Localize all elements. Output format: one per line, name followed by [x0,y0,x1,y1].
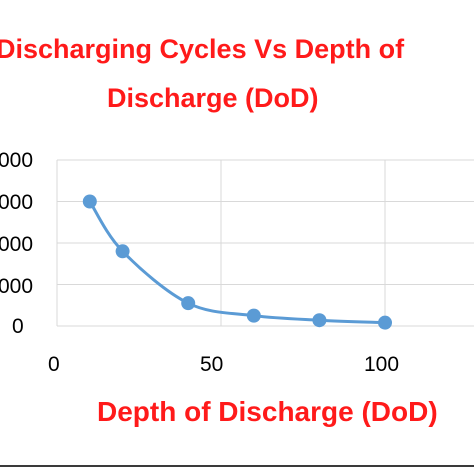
data-point [312,313,327,328]
x-tick-label: 50 [200,353,224,376]
data-point [378,315,392,330]
data-point [82,194,97,209]
chart-title-line-1: Discharging Cycles Vs Depth of [0,34,405,64]
y-tick-label: 000 [0,149,34,172]
series-line [88,200,387,325]
y-tick-label: 000 [0,191,34,214]
y-tick-label: 000 [0,233,34,256]
data-point [115,244,130,259]
chart-title-line-2: Discharge (DoD) [107,83,319,113]
x-tick-label: 0 [48,353,60,376]
data-point [246,308,261,323]
x-tick-label: 100 [364,353,400,376]
data-point [181,296,196,311]
bottom-border [0,465,474,467]
y-tick-label: 0 [12,315,24,338]
x-axis-label: Depth of Discharge (DoD) [97,396,438,427]
y-tick-label: 000 [0,275,34,298]
